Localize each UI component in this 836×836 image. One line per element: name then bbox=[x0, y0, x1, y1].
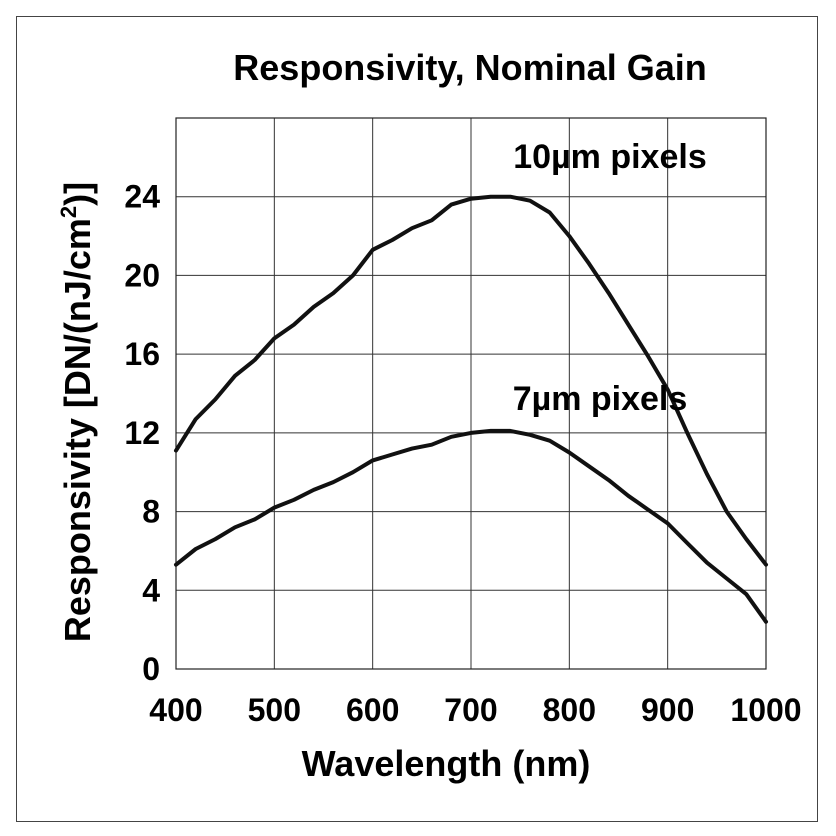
grid-lines bbox=[175, 118, 767, 670]
y-axis-label-end: )] bbox=[57, 182, 98, 206]
series-label-10um: 10µm pixels bbox=[513, 138, 706, 176]
y-axis-label-main: Responsivity [DN/(nJ/cm bbox=[57, 218, 98, 642]
y-axis-label: Responsivity [DN/(nJ/cm2)] bbox=[56, 182, 98, 642]
y-tick-12: 12 bbox=[124, 415, 160, 451]
series-lines bbox=[174, 194, 768, 624]
chart-frame bbox=[16, 16, 818, 822]
x-tick-800: 800 bbox=[543, 692, 596, 728]
y-tick-labels: 0 4 8 12 16 20 24 bbox=[124, 179, 160, 687]
y-tick-0: 0 bbox=[142, 651, 160, 687]
y-tick-24: 24 bbox=[124, 179, 160, 215]
x-tick-500: 500 bbox=[248, 692, 301, 728]
series-line-10um bbox=[174, 194, 768, 567]
y-tick-4: 4 bbox=[142, 572, 160, 608]
x-tick-700: 700 bbox=[444, 692, 497, 728]
x-tick-600: 600 bbox=[346, 692, 399, 728]
plot-area bbox=[175, 117, 767, 670]
y-axis-label-sup: 2 bbox=[56, 206, 81, 218]
x-tick-900: 900 bbox=[641, 692, 694, 728]
y-tick-8: 8 bbox=[142, 494, 160, 530]
series-label-7um: 7µm pixels bbox=[513, 380, 688, 418]
x-tick-400: 400 bbox=[149, 692, 202, 728]
chart-title: Responsivity, Nominal Gain bbox=[233, 47, 706, 88]
series-line-7um bbox=[174, 428, 768, 624]
y-tick-20: 20 bbox=[124, 257, 160, 293]
x-tick-labels: 400 500 600 700 800 900 1000 bbox=[149, 692, 801, 728]
x-axis-label: Wavelength (nm) bbox=[302, 743, 591, 784]
y-tick-16: 16 bbox=[124, 336, 160, 372]
x-tick-1000: 1000 bbox=[730, 692, 801, 728]
